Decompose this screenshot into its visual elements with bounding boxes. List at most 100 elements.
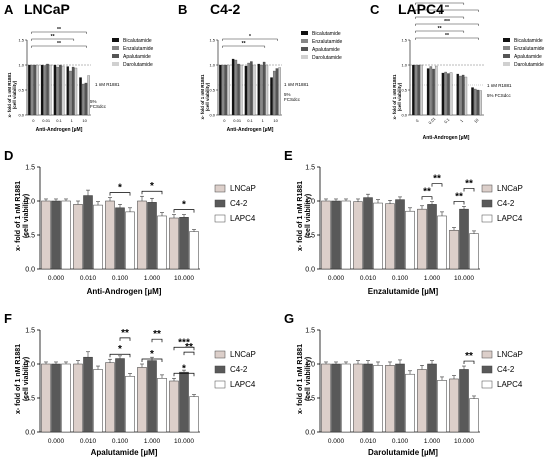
legend-swatch — [503, 62, 510, 66]
bar — [469, 233, 479, 270]
bar — [189, 231, 199, 270]
bar — [257, 63, 261, 116]
y-tick-label: 0.0 — [25, 267, 35, 274]
x-tick-label: 10.000 — [454, 438, 474, 445]
bar — [53, 64, 57, 116]
y-tick-label: 0.5 — [401, 88, 407, 93]
significance-label: *** — [444, 19, 450, 25]
significance-label: ** — [455, 191, 463, 202]
bar — [157, 378, 167, 433]
bracket-line — [31, 45, 87, 48]
bar — [363, 197, 373, 270]
bar — [105, 200, 115, 270]
bracket-line — [415, 9, 479, 12]
panel-a-plot: 0.00.51.01.50 0.01 0.1 1 10****** — [18, 27, 91, 123]
y-tick-label: 1.5 — [305, 165, 315, 172]
legend-swatch — [481, 199, 493, 208]
y-tick-label: 0.0 — [401, 113, 407, 118]
panel-letter-f: F — [4, 311, 12, 326]
x-tick-label: 0 — [223, 118, 226, 123]
panel-c-ref-r1881: 1 nM R1881 — [487, 83, 512, 88]
x-tick-label: 0.100 — [112, 275, 129, 282]
bracket-line — [141, 190, 163, 195]
bar — [469, 398, 479, 433]
significance-label: ** — [423, 187, 431, 198]
bar — [61, 200, 71, 270]
panel-g-ylabel-2: (cell viability) — [305, 357, 312, 401]
bar — [247, 62, 250, 116]
panel-letter-a: A — [4, 2, 14, 17]
significance-label: * — [150, 349, 154, 360]
significance-bracket: ** — [151, 329, 163, 343]
legend-label: Apalutamide — [514, 54, 542, 60]
y-tick-label: 1.0 — [25, 199, 35, 206]
legend-label: C4-2 — [230, 199, 248, 208]
significance-label: ** — [57, 27, 61, 33]
legend-swatch — [301, 47, 308, 51]
panel-a-ylabel-1: x- fold of 1 nM R1881 — [7, 72, 12, 118]
bar — [79, 77, 82, 116]
bracket-line — [173, 209, 195, 213]
bar — [105, 362, 115, 433]
x-tick-label: 10.000 — [454, 275, 474, 282]
bar — [252, 64, 256, 116]
panel-a-xlabel: Anti-Androgen [µM] — [36, 127, 83, 133]
panel-d-xlabel: Anti-Androgen [µM] — [87, 287, 162, 296]
bar — [41, 200, 51, 270]
y-tick-label: 0.5 — [25, 396, 35, 403]
x-tick-label: 0.1 — [443, 116, 451, 124]
bar — [125, 375, 135, 433]
panel-c-legend: Bicalutamide Enzalutamide Apalutamide Da… — [503, 38, 545, 68]
panel-b-ref-fcs-1: 5% — [284, 92, 291, 97]
bar — [74, 67, 78, 116]
panel-a-ylabel-2: (cell viability) — [12, 80, 17, 109]
panel-c-ref-fcs: 5% FCSdcc — [487, 93, 512, 98]
bar — [429, 66, 433, 116]
bar — [437, 380, 447, 433]
bar — [61, 65, 65, 116]
bar — [434, 65, 438, 116]
panel-a-legend: Bicalutamide Enzalutamide Apalutamide Da… — [112, 38, 154, 68]
panel-c-ylabel-2: (cell viability) — [397, 82, 402, 111]
bar — [420, 64, 423, 116]
bar — [51, 363, 61, 433]
bar — [169, 380, 179, 433]
x-tick-label: 0.000 — [48, 438, 65, 445]
bar — [125, 211, 135, 270]
bar — [115, 207, 125, 270]
significance-bracket: ** — [31, 34, 74, 41]
bar — [93, 204, 103, 270]
legend-swatch — [214, 365, 226, 374]
bar — [48, 64, 52, 116]
x-tick-label: 1.000 — [424, 438, 441, 445]
y-tick-label: 0.0 — [25, 430, 35, 437]
legend-swatch — [112, 38, 119, 42]
bar — [275, 68, 279, 116]
y-tick-label: 1.0 — [18, 63, 24, 68]
bar — [385, 365, 395, 433]
significance-bracket: * — [222, 34, 278, 41]
significance-bracket: * — [415, 12, 464, 19]
bracket-line — [31, 38, 74, 41]
x-tick-label: 0.000 — [328, 438, 345, 445]
x-tick-label: 0.01 — [42, 118, 51, 123]
legend-swatch — [503, 38, 510, 42]
legend-swatch — [503, 54, 510, 58]
y-tick-label: 0.5 — [305, 233, 315, 240]
legend-swatch — [214, 184, 226, 193]
bar — [432, 68, 435, 116]
x-tick-label: 0.1 — [247, 118, 253, 123]
bar — [43, 65, 47, 116]
legend-label: LAPC4 — [497, 380, 523, 389]
y-tick-label: 0.5 — [209, 88, 215, 93]
y-tick-label: 0.5 — [305, 396, 315, 403]
bar — [69, 70, 72, 116]
bar — [237, 63, 240, 116]
bar — [353, 201, 363, 270]
bar — [61, 363, 71, 433]
significance-label: *** — [178, 337, 190, 348]
legend-swatch — [214, 350, 226, 359]
y-tick-label: 1.0 — [305, 199, 315, 206]
x-tick-label: 0.000 — [328, 275, 345, 282]
bar — [59, 64, 62, 116]
